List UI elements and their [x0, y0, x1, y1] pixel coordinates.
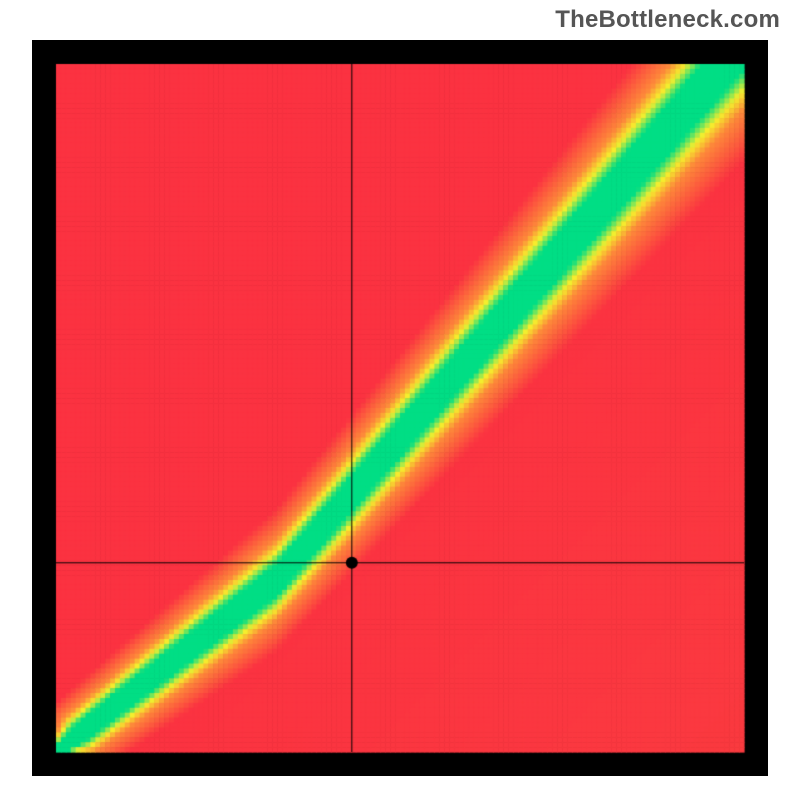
watermark-text: TheBottleneck.com: [555, 6, 780, 34]
chart-container: TheBottleneck.com: [0, 0, 800, 800]
bottleneck-heatmap: [32, 40, 768, 776]
chart-frame: [32, 40, 768, 776]
